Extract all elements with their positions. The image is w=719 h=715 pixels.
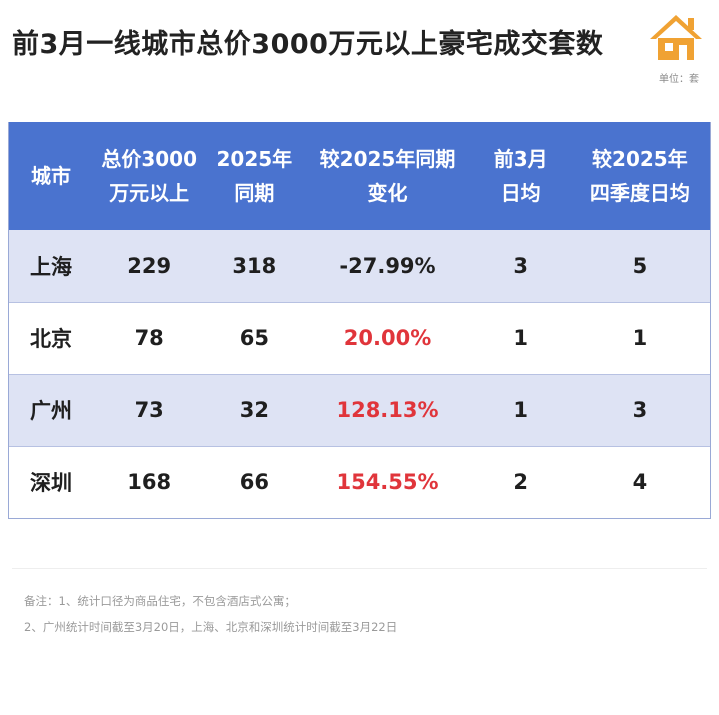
cell-daily-avg: 1 — [471, 301, 570, 374]
cell-change: 128.13% — [303, 373, 472, 446]
note-line-1: 备注：1、统计口径为商品住宅，不包含酒店式公寓； — [24, 594, 296, 608]
table-header-row: 城市 总价3000 万元以上 2025年 同期 较2025年同期 变化 前3月 日均 较2025年… — [9, 122, 710, 230]
column-header-line: 日均 — [500, 181, 541, 205]
luxury-sales-table: 城市 总价3000 万元以上 2025年 同期 较2025年同期 变化 前3月 日均 较2025年… — [9, 122, 710, 518]
table-row: 深圳 168 66 154.55% 2 4 — [9, 445, 710, 518]
column-header-line: 四季度日均 — [589, 181, 690, 205]
column-header: 较2025年同期 变化 — [303, 122, 471, 230]
cell-change: 154.55% — [303, 445, 472, 518]
house-logo-icon — [650, 15, 702, 60]
cell-total: 73 — [93, 373, 206, 446]
unit-label: 单位：套 — [659, 74, 699, 85]
cell-same-period: 32 — [205, 373, 304, 446]
cell-q4-daily-avg: 4 — [569, 445, 710, 518]
table-row: 广州 73 32 128.13% 1 3 — [9, 373, 710, 446]
page-title: 前3月一线城市总价3000万元以上豪宅成交套数 — [12, 29, 604, 60]
cell-city: 广州 — [9, 373, 94, 446]
column-header-line: 较2025年同期 — [319, 147, 456, 171]
table-row: 北京 78 65 20.00% 1 1 — [9, 301, 710, 374]
column-header: 前3月日均 — [472, 122, 570, 230]
cell-same-period: 65 — [205, 301, 304, 374]
column-header: 2025年同期 — [205, 122, 303, 230]
table-body: 上海 229 318 -27.99% 3 5 北京 78 65 20.00% 1 1 广州 73 32 128… — [9, 230, 710, 518]
cell-total: 229 — [127, 253, 172, 278]
column-header: 较2025年 四季度日均 — [570, 122, 710, 230]
note-line-2: 2、广州统计时间截至3月20日，上海、北京和深圳统计时间截至3月22日 — [24, 620, 398, 634]
cell-change: -27.99% — [339, 253, 436, 278]
column-header-line: 变化 — [367, 181, 408, 205]
column-header-line: 2025年 — [216, 147, 293, 171]
column-header-line: 城市 — [31, 164, 72, 188]
column-header: 总价3000 万元以上 — [93, 122, 205, 230]
cell-total: 168 — [93, 445, 206, 518]
data-table-container: 城市 总价3000 万元以上 2025年 同期 较2025年同期 变化 前3月 日均 较2025年… — [8, 122, 711, 519]
column-header-line: 前3月 — [493, 147, 548, 171]
column-header-line: 同期 — [234, 181, 275, 205]
notes: 备注：1、统计口径为商品住宅，不包含酒店式公寓； 2、广州统计时间截至3月20日… — [24, 588, 397, 640]
divider — [12, 568, 707, 569]
column-header-line: 万元以上 — [109, 181, 190, 205]
cell-city: 北京 — [9, 301, 94, 374]
cell-q4-daily-avg: 1 — [569, 301, 710, 374]
column-header-line: 总价3000 — [101, 147, 198, 171]
cell-q4-daily-avg: 3 — [569, 373, 710, 446]
cell-daily-avg: 1 — [471, 373, 570, 446]
column-header-line: 较2025年 — [592, 147, 688, 171]
cell-city: 上海 — [30, 254, 73, 279]
cell-city: 深圳 — [9, 445, 94, 518]
table-row: 上海 229 318 -27.99% 3 5 — [9, 230, 710, 302]
cell-q4-daily-avg: 5 — [632, 253, 648, 278]
cell-daily-avg: 3 — [513, 253, 528, 278]
cell-same-period: 318 — [232, 253, 277, 278]
cell-total: 78 — [93, 301, 206, 374]
cell-daily-avg: 2 — [471, 445, 570, 518]
cell-same-period: 66 — [205, 445, 304, 518]
cell-change: 20.00% — [303, 301, 472, 374]
column-header: 城市 — [9, 122, 93, 230]
